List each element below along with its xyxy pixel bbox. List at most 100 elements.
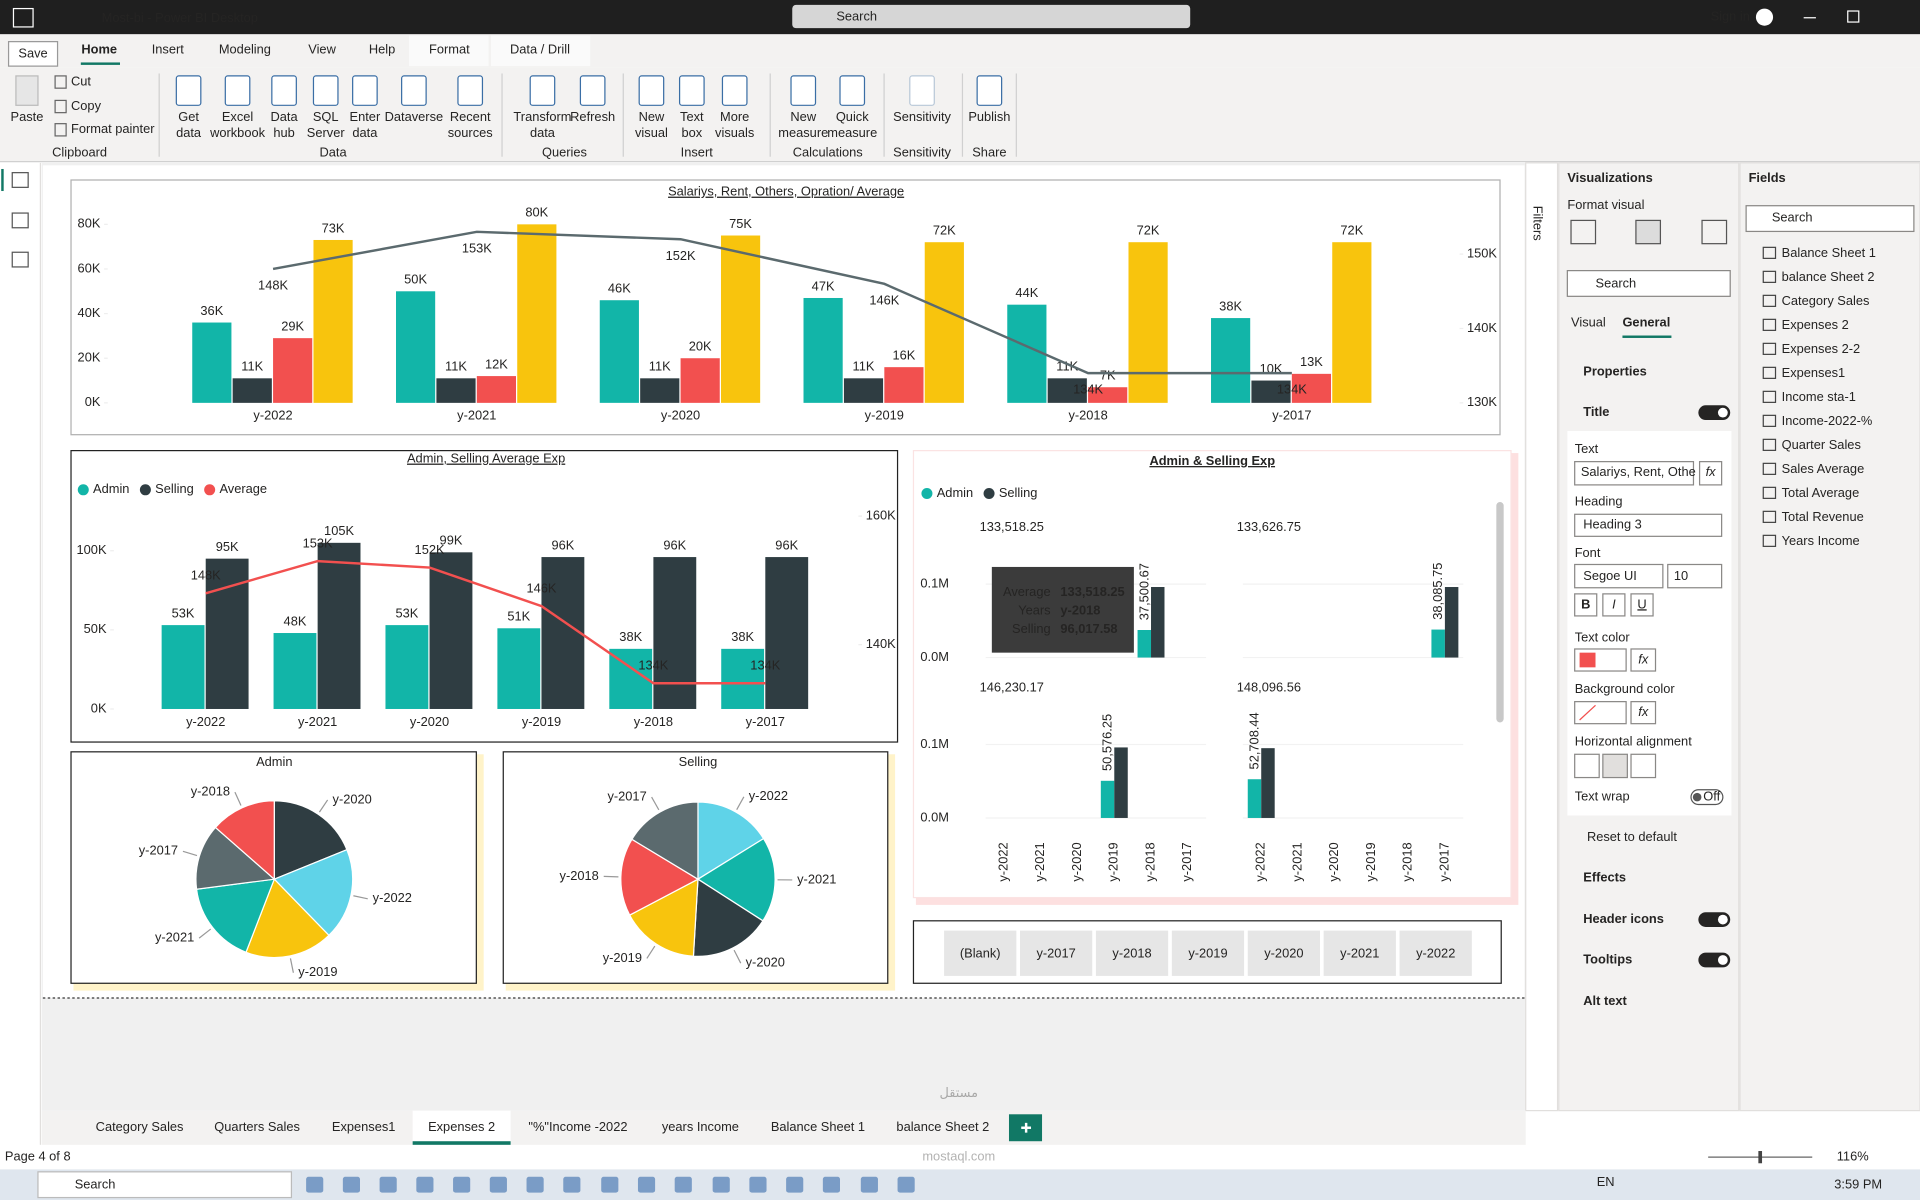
zoom-thumb (1758, 1151, 1763, 1164)
slicer-label[interactable]: y-2018 (1112, 945, 1151, 960)
ribbon-tab[interactable]: View (308, 42, 336, 57)
toggle-knob (1692, 792, 1702, 802)
ribbon-button[interactable]: Get (178, 109, 199, 124)
ribbon-tab[interactable]: Modeling (219, 42, 271, 57)
ribbon-button[interactable]: measure (778, 125, 828, 140)
line-label: 134K (1073, 382, 1103, 397)
ribbon-button[interactable]: SQL (313, 109, 339, 124)
ribbon-tab[interactable]: Insert (152, 42, 185, 57)
page-tab[interactable]: Quarters Sales (214, 1119, 300, 1134)
field-table[interactable]: Expenses1 (1782, 365, 1846, 380)
slicer-label[interactable]: y-2021 (1340, 945, 1379, 960)
ribbon-button[interactable]: visuals (715, 125, 754, 140)
field-table[interactable]: Income-2022-% (1782, 413, 1873, 428)
page-tab[interactable]: Expenses1 (332, 1119, 396, 1134)
field-table[interactable]: Quarter Sales (1782, 437, 1861, 452)
ribbon-button[interactable]: Publish (968, 109, 1010, 124)
ribbon-button[interactable]: Format painter (71, 121, 155, 136)
ribbon-button[interactable]: Sensitivity (893, 109, 951, 124)
slicer-label[interactable]: y-2020 (1264, 945, 1303, 960)
ribbon-button[interactable]: Copy (71, 98, 102, 113)
ribbon-button[interactable]: sources (448, 125, 493, 140)
ribbon-button[interactable]: Excel (222, 109, 253, 124)
ribbon-button[interactable]: Text (680, 109, 704, 124)
page-tab[interactable]: "%"Income -2022 (528, 1119, 627, 1134)
ribbon-button[interactable]: visual (635, 125, 668, 140)
field-table[interactable]: Balance Sheet 1 (1782, 245, 1876, 260)
ribbon-button[interactable]: Cut (71, 73, 91, 88)
ribbon-button[interactable]: Transform (513, 109, 571, 124)
ribbon-button[interactable]: box (681, 125, 702, 140)
ribbon-button[interactable]: Enter (350, 109, 381, 124)
y-tick-label: 40K (78, 305, 101, 320)
sign-in[interactable]: Sign in (1711, 9, 1750, 24)
field-table[interactable]: Category Sales (1782, 293, 1870, 308)
slicer-label[interactable]: y-2022 (1416, 945, 1455, 960)
ribbon-button[interactable]: Server (307, 125, 346, 140)
field-table[interactable]: balance Sheet 2 (1782, 269, 1875, 284)
ribbon-button[interactable]: workbook (209, 125, 266, 140)
ribbon-tab[interactable]: Home (81, 42, 117, 57)
pane-section[interactable]: Tooltips (1583, 951, 1632, 966)
x-tick-label: y-2019 (1106, 842, 1121, 881)
pane-section[interactable]: Header icons (1583, 911, 1664, 926)
field-table[interactable]: Total Average (1782, 485, 1860, 500)
ribbon-button[interactable]: Dataverse (385, 109, 444, 124)
filters-label[interactable]: Filters (1530, 206, 1545, 241)
ribbon-button[interactable]: hub (273, 125, 294, 140)
x-tick-label: y-2021 (1289, 842, 1304, 881)
ribbon-button[interactable]: New (639, 109, 665, 124)
field-table[interactable]: Sales Average (1782, 461, 1865, 476)
page-tab[interactable]: years Income (662, 1119, 739, 1134)
field-table[interactable]: Income sta-1 (1782, 389, 1856, 404)
format-button[interactable]: U (1637, 596, 1646, 611)
ribbon-button[interactable]: data (176, 125, 202, 140)
ribbon-button[interactable]: Quick (836, 109, 869, 124)
fx-button[interactable]: fx (1638, 704, 1649, 719)
line-series (205, 559, 766, 685)
page-indicator: Page 4 of 8 (5, 1149, 71, 1164)
page-tab[interactable]: Expenses 2 (428, 1119, 495, 1134)
ribbon-button[interactable]: measure (827, 125, 877, 140)
ribbon-tab[interactable]: Help (369, 42, 395, 57)
field-table[interactable]: Expenses 2 (1782, 317, 1849, 332)
field-label: Background color (1575, 681, 1676, 696)
field-table[interactable]: Total Revenue (1782, 509, 1864, 524)
ribbon-button[interactable]: More (720, 109, 749, 124)
pane-section[interactable]: Title (1583, 404, 1609, 419)
ribbon-button[interactable]: data (352, 125, 378, 140)
pane-tab[interactable]: Visual (1571, 315, 1606, 330)
slicer-label[interactable]: y-2019 (1188, 945, 1227, 960)
ribbon-button[interactable]: Recent (450, 109, 491, 124)
bar (1128, 242, 1168, 403)
pane-tab[interactable]: General (1622, 315, 1670, 330)
pane-subtitle: Format visual (1567, 197, 1644, 212)
slicer-label[interactable]: (Blank) (960, 945, 1001, 960)
ribbon-tab[interactable]: Data / Drill (510, 42, 570, 57)
table-icon (1762, 270, 1777, 283)
fx-button[interactable]: fx (1706, 464, 1717, 479)
ribbon-button[interactable]: New (790, 109, 816, 124)
ribbon-button[interactable]: Paste (11, 109, 44, 124)
ribbon-tab[interactable]: Format (429, 42, 470, 57)
reset-link[interactable]: Reset to default (1587, 829, 1677, 844)
field-table[interactable]: Years Income (1782, 533, 1860, 548)
page-tab[interactable]: balance Sheet 2 (896, 1119, 989, 1134)
bar (192, 322, 232, 403)
pane-section[interactable]: Alt text (1583, 993, 1627, 1008)
format-button[interactable]: B (1581, 596, 1590, 611)
pane-section[interactable]: Properties (1583, 364, 1647, 379)
field-table[interactable]: Expenses 2-2 (1782, 341, 1861, 356)
ribbon-button[interactable]: Data (271, 109, 299, 124)
ribbon-button[interactable]: Refresh (570, 109, 615, 124)
zoom-level: 116% (1837, 1149, 1869, 1164)
fx-button[interactable]: fx (1638, 651, 1649, 666)
slicer-label[interactable]: y-2017 (1036, 945, 1075, 960)
page-tab[interactable]: Category Sales (96, 1119, 184, 1134)
format-button[interactable]: I (1612, 596, 1616, 611)
fields-pane (1739, 162, 1920, 1112)
pane-section[interactable]: Effects (1583, 869, 1626, 884)
bar-label: 46K (608, 281, 631, 296)
page-tab[interactable]: Balance Sheet 1 (771, 1119, 865, 1134)
ribbon-button[interactable]: data (530, 125, 556, 140)
